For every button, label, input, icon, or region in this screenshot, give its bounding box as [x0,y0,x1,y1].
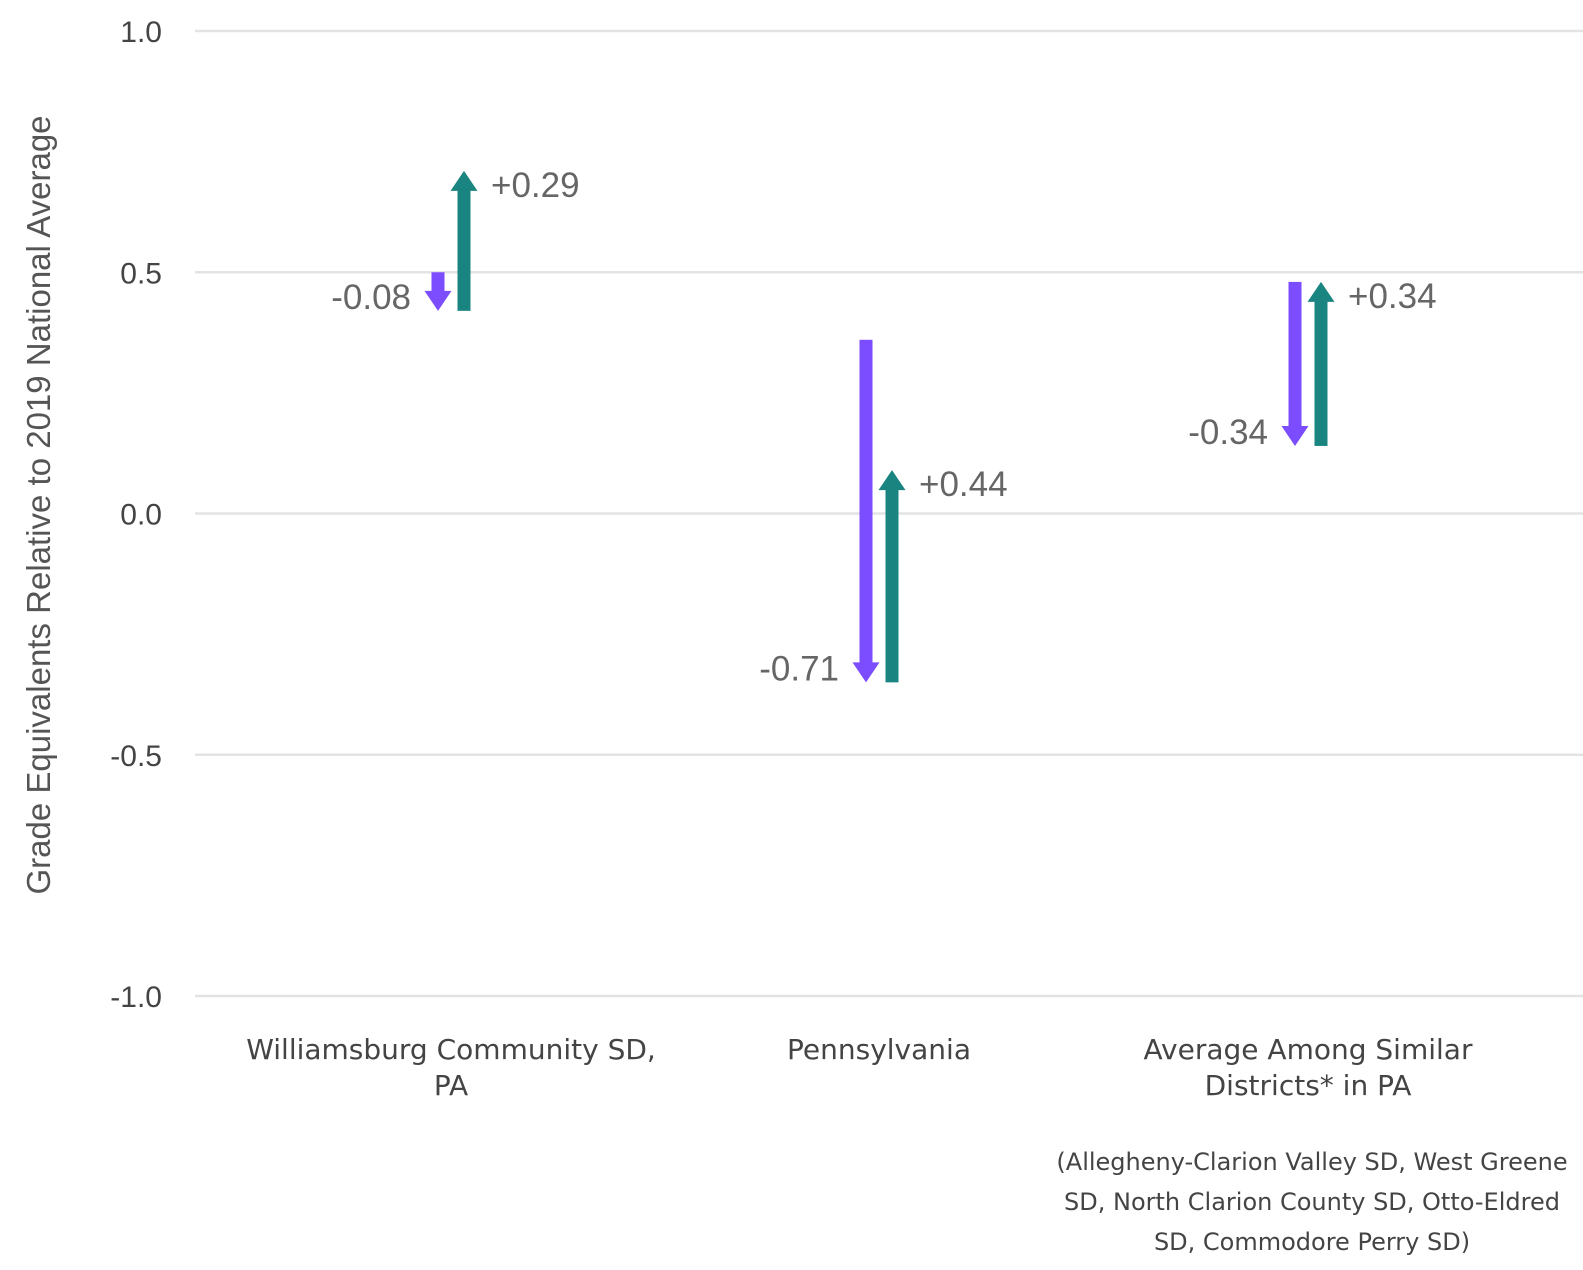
y-axis-title: Grade Equivalents Relative to 2019 Natio… [20,115,57,894]
y-axis-ticks: 1.0 0.5 0.0 -0.5 -1.0 [110,16,162,1014]
increase-arrow-head [1307,281,1335,302]
footnote: (Allegheny-Clarion Valley SD, West Green… [1056,1148,1567,1256]
y-tick-label: 0.5 [120,257,162,290]
category-label: Pennsylvania [787,1033,971,1066]
y-tick-label: -0.5 [110,740,162,773]
arrows [424,170,1335,683]
footnote-line: (Allegheny-Clarion Valley SD, West Green… [1056,1148,1567,1176]
increase-arrow-shaft [1314,300,1328,446]
decrease-arrow-head [852,662,880,683]
footnote-line: SD, North Clarion County SD, Otto-Eldred [1064,1188,1560,1216]
y-tick-label: -1.0 [110,981,162,1014]
decrease-arrow-shaft [1288,281,1302,427]
decrease-arrow-shaft [431,272,445,292]
increase-arrow-shaft [457,189,471,311]
category-labels: Williamsburg Community SD,PA Pennsylvania… [246,1033,1473,1102]
category-label: Williamsburg Community SD, [246,1033,656,1066]
increase-arrow-shaft [885,489,899,683]
category-label: Average Among Similar [1144,1033,1473,1066]
y-tick-label: 1.0 [120,16,162,49]
increase-arrow-head [878,470,906,491]
data-label: -0.71 [759,649,839,688]
y-tick-label: 0.0 [120,499,162,532]
increase-arrow-head [450,170,478,191]
decrease-arrow-head [424,290,452,311]
decrease-arrow-shaft [859,339,873,664]
data-label: -0.34 [1188,413,1268,452]
footnote-line: SD, Commodore Perry SD) [1154,1228,1470,1256]
data-label: +0.34 [1348,277,1437,316]
data-labels: -0.08 -0.71 -0.34 +0.29 +0.44 +0.34 [331,166,1436,688]
data-label: +0.44 [919,465,1008,504]
category-label: PA [434,1069,468,1102]
data-label: +0.29 [491,166,580,205]
decrease-arrow-head [1281,425,1309,446]
category-label: Districts* in PA [1205,1069,1412,1102]
data-label: -0.08 [331,278,411,317]
